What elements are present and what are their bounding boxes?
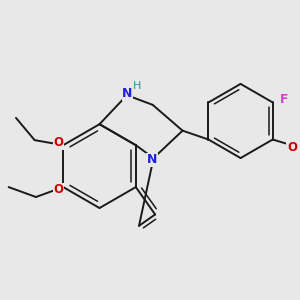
- Text: O: O: [53, 183, 63, 196]
- Text: F: F: [280, 93, 288, 106]
- Text: H: H: [132, 80, 141, 91]
- Text: N: N: [122, 87, 133, 100]
- Text: N: N: [147, 153, 157, 166]
- Text: O: O: [287, 141, 297, 154]
- Text: O: O: [53, 136, 63, 149]
